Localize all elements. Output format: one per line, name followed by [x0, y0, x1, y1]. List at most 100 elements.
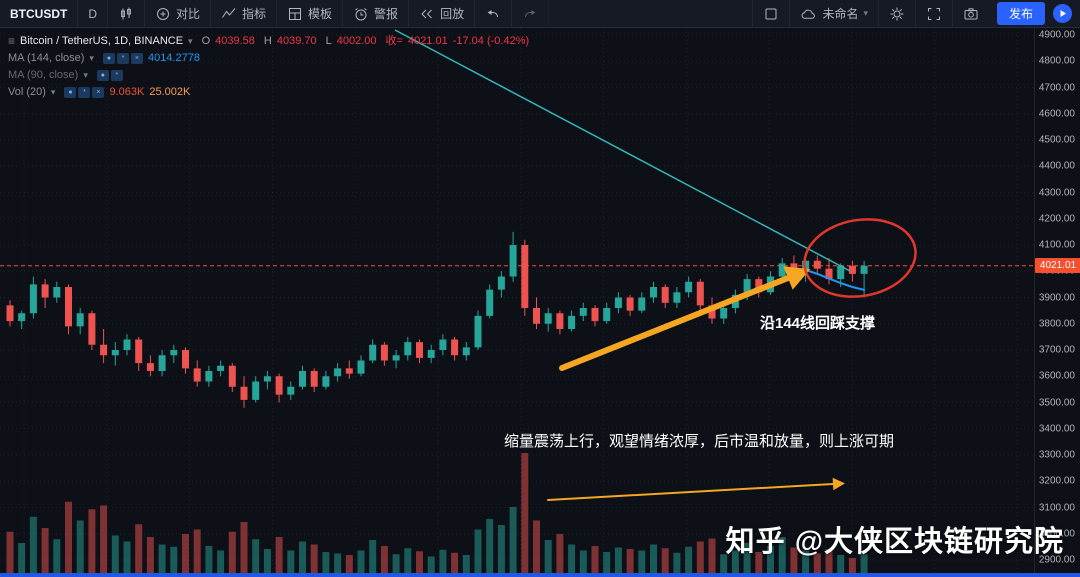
- price-axis-label: 4600.00: [1038, 108, 1075, 120]
- price-axis-label: 3800.00: [1038, 318, 1075, 330]
- legend-ma144-row: MA (144, close) ▾ ● * × 4014.2778: [8, 50, 529, 67]
- trendline: [394, 29, 851, 272]
- delete-icon[interactable]: ×: [130, 53, 143, 64]
- price-axis-label: 4400.00: [1038, 160, 1075, 172]
- settings-button[interactable]: [877, 0, 915, 27]
- low-label: L: [325, 35, 332, 47]
- fullscreen-button[interactable]: [914, 0, 952, 27]
- delete-icon[interactable]: ×: [92, 87, 105, 98]
- fullscreen-icon: [927, 7, 940, 20]
- ma144-line: [804, 268, 866, 291]
- undo-button[interactable]: [475, 0, 513, 27]
- compare-button[interactable]: 对比: [145, 0, 212, 27]
- price-axis-label: 3600.00: [1038, 370, 1075, 382]
- indicators-button[interactable]: 指标: [211, 0, 278, 27]
- watermark-text: 知乎 @大侠区块链研究院: [725, 526, 1064, 558]
- cloud-layout-button[interactable]: 未命名 ▾: [789, 0, 878, 27]
- price-axis-label: 3700.00: [1038, 344, 1075, 356]
- layout-square-icon: [765, 8, 777, 19]
- ma144-controls: ● * ×: [102, 53, 143, 64]
- ma144-label[interactable]: MA (144, close): [8, 52, 85, 64]
- publish-label: 发布: [1008, 7, 1033, 21]
- compare-label: 对比: [176, 7, 201, 21]
- quick-start-button[interactable]: [1053, 4, 1072, 23]
- chevron-down-icon: ▾: [50, 87, 56, 97]
- ma144-value: 4014.2778: [147, 52, 200, 64]
- high-label: H: [263, 35, 272, 47]
- drawings-layer: [394, 29, 917, 501]
- alarm-clock-icon: [355, 7, 367, 20]
- candles-layer: [6, 231, 868, 408]
- open-value: 4039.58: [215, 35, 255, 47]
- settings-icon[interactable]: *: [110, 70, 123, 81]
- price-axis-label: 4900.00: [1038, 29, 1075, 41]
- price-axis-label: 3200.00: [1038, 475, 1075, 487]
- toolbar-right-group: 未命名 ▾ 发布: [752, 0, 1080, 27]
- arrow-head: [783, 266, 811, 290]
- menu-icon[interactable]: ≡: [8, 34, 16, 48]
- price-axis-label: 4300.00: [1038, 187, 1075, 198]
- ma90-label[interactable]: MA (90, close): [8, 69, 79, 81]
- bottom-bar: [0, 573, 1080, 577]
- replay-button[interactable]: 回放: [409, 0, 476, 27]
- volume-value: 9.063K: [109, 86, 145, 98]
- price-axis-label: 3500.00: [1038, 397, 1075, 408]
- chevron-down-icon: ▾: [83, 70, 88, 80]
- legend-title[interactable]: Bitcoin / TetherUS, 1D, BINANCE: [20, 35, 184, 47]
- indicators-icon: [222, 7, 236, 18]
- chart-style-button[interactable]: [108, 0, 145, 27]
- indicators-label: 指标: [242, 7, 267, 21]
- price-axis-label: 3100.00: [1038, 502, 1075, 513]
- price-axis-label: 3000.00: [1038, 528, 1075, 540]
- price-axis-label: 4700.00: [1038, 82, 1075, 93]
- screenshot-button[interactable]: [951, 0, 989, 27]
- replay-label: 回放: [440, 7, 465, 21]
- alerts-button[interactable]: 警报: [343, 0, 410, 27]
- visibility-icon[interactable]: ●: [102, 53, 115, 64]
- change-value: -17.04 (-0.42%): [452, 35, 530, 47]
- cloud-icon: [802, 9, 816, 19]
- close-value: 4021.01: [407, 35, 448, 47]
- price-axis-label: 2900.00: [1038, 554, 1075, 566]
- volume-label[interactable]: Vol (20): [8, 86, 46, 98]
- high-value: 4039.70: [276, 35, 317, 47]
- layout-name-label: 未命名: [822, 7, 859, 21]
- publish-button[interactable]: 发布: [996, 2, 1045, 25]
- templates-label: 模板: [308, 7, 333, 21]
- settings-icon[interactable]: *: [116, 53, 129, 64]
- price-axis[interactable]: 4021.01 4900.00 4800.00 4700.00 4600.00 4500…: [1034, 28, 1080, 573]
- redo-icon: [525, 9, 536, 17]
- chevron-down-icon[interactable]: ▾: [188, 36, 193, 46]
- symbol-label: BTCUSDT: [10, 6, 68, 21]
- chart-area: ≡ Bitcoin / TetherUS, 1D, BINANCE ▾ O 403…: [0, 28, 1034, 573]
- legend-main-row: ≡ Bitcoin / TetherUS, 1D, BINANCE ▾ O 403…: [8, 33, 529, 50]
- analysis-annotation-text: 缩量震荡上行，观望情绪浓厚，后市温和放量，则上涨可期: [504, 433, 895, 450]
- layout-select-button[interactable]: [752, 0, 789, 27]
- open-label: O: [201, 35, 211, 47]
- ma90-controls: ● *: [96, 70, 123, 81]
- volume-layer: [6, 453, 868, 573]
- chart-legend: ≡ Bitcoin / TetherUS, 1D, BINANCE ▾ O 403…: [8, 33, 529, 101]
- price-chart[interactable]: [0, 28, 1034, 573]
- symbol-button[interactable]: BTCUSDT: [0, 0, 79, 27]
- visibility-icon[interactable]: ●: [64, 87, 77, 98]
- grid-layer: [0, 28, 1034, 573]
- interval-button[interactable]: D: [78, 0, 108, 27]
- camera-icon: [964, 7, 978, 19]
- settings-icon[interactable]: *: [78, 87, 91, 98]
- templates-button[interactable]: 模板: [277, 0, 344, 27]
- highlight-ellipse: [803, 218, 917, 298]
- legend-ma90-row: MA (90, close) ▾ ● *: [8, 67, 529, 84]
- top-toolbar: BTCUSDT D 对比 指标 模板 警报 回放: [0, 0, 1080, 28]
- gear-icon: [890, 7, 904, 20]
- arrow-head: [832, 477, 845, 491]
- low-value: 4002.00: [336, 35, 377, 47]
- last-price-tag: 4021.01: [1035, 257, 1080, 273]
- visibility-icon[interactable]: ●: [96, 70, 109, 81]
- price-axis-label: 4100.00: [1038, 239, 1075, 251]
- redo-button[interactable]: [512, 0, 550, 27]
- templates-icon: [289, 7, 302, 20]
- alerts-label: 警报: [374, 7, 399, 21]
- price-axis-label: 3900.00: [1038, 292, 1075, 303]
